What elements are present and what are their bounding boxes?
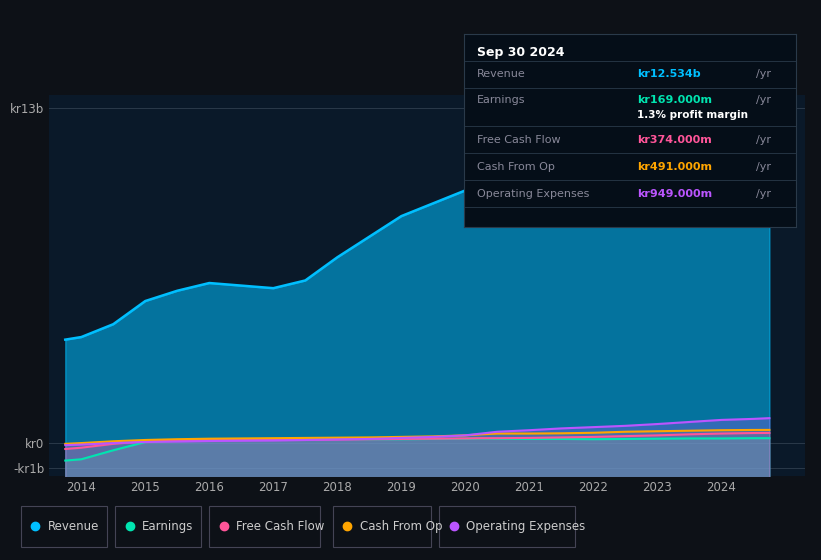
Text: /yr: /yr xyxy=(756,95,772,105)
Text: /yr: /yr xyxy=(756,69,772,79)
Text: Free Cash Flow: Free Cash Flow xyxy=(477,135,561,145)
Text: Cash From Op: Cash From Op xyxy=(477,162,555,172)
Text: Cash From Op: Cash From Op xyxy=(360,520,442,533)
Text: Free Cash Flow: Free Cash Flow xyxy=(236,520,325,533)
Text: /yr: /yr xyxy=(756,135,772,145)
Text: kr949.000m: kr949.000m xyxy=(637,189,712,199)
Text: kr12.534b: kr12.534b xyxy=(637,69,700,79)
Text: /yr: /yr xyxy=(756,189,772,199)
Text: Earnings: Earnings xyxy=(477,95,525,105)
FancyBboxPatch shape xyxy=(333,506,431,547)
Text: Revenue: Revenue xyxy=(477,69,526,79)
FancyBboxPatch shape xyxy=(115,506,201,547)
FancyBboxPatch shape xyxy=(439,506,575,547)
Text: Operating Expenses: Operating Expenses xyxy=(466,520,585,533)
Text: kr491.000m: kr491.000m xyxy=(637,162,712,172)
Text: Earnings: Earnings xyxy=(142,520,194,533)
FancyBboxPatch shape xyxy=(21,506,107,547)
Text: Sep 30 2024: Sep 30 2024 xyxy=(477,46,565,59)
Text: Revenue: Revenue xyxy=(48,520,99,533)
Text: /yr: /yr xyxy=(756,162,772,172)
Text: kr169.000m: kr169.000m xyxy=(637,95,712,105)
Text: 1.3% profit margin: 1.3% profit margin xyxy=(637,110,748,120)
Text: kr374.000m: kr374.000m xyxy=(637,135,712,145)
Text: Operating Expenses: Operating Expenses xyxy=(477,189,589,199)
FancyBboxPatch shape xyxy=(209,506,320,547)
